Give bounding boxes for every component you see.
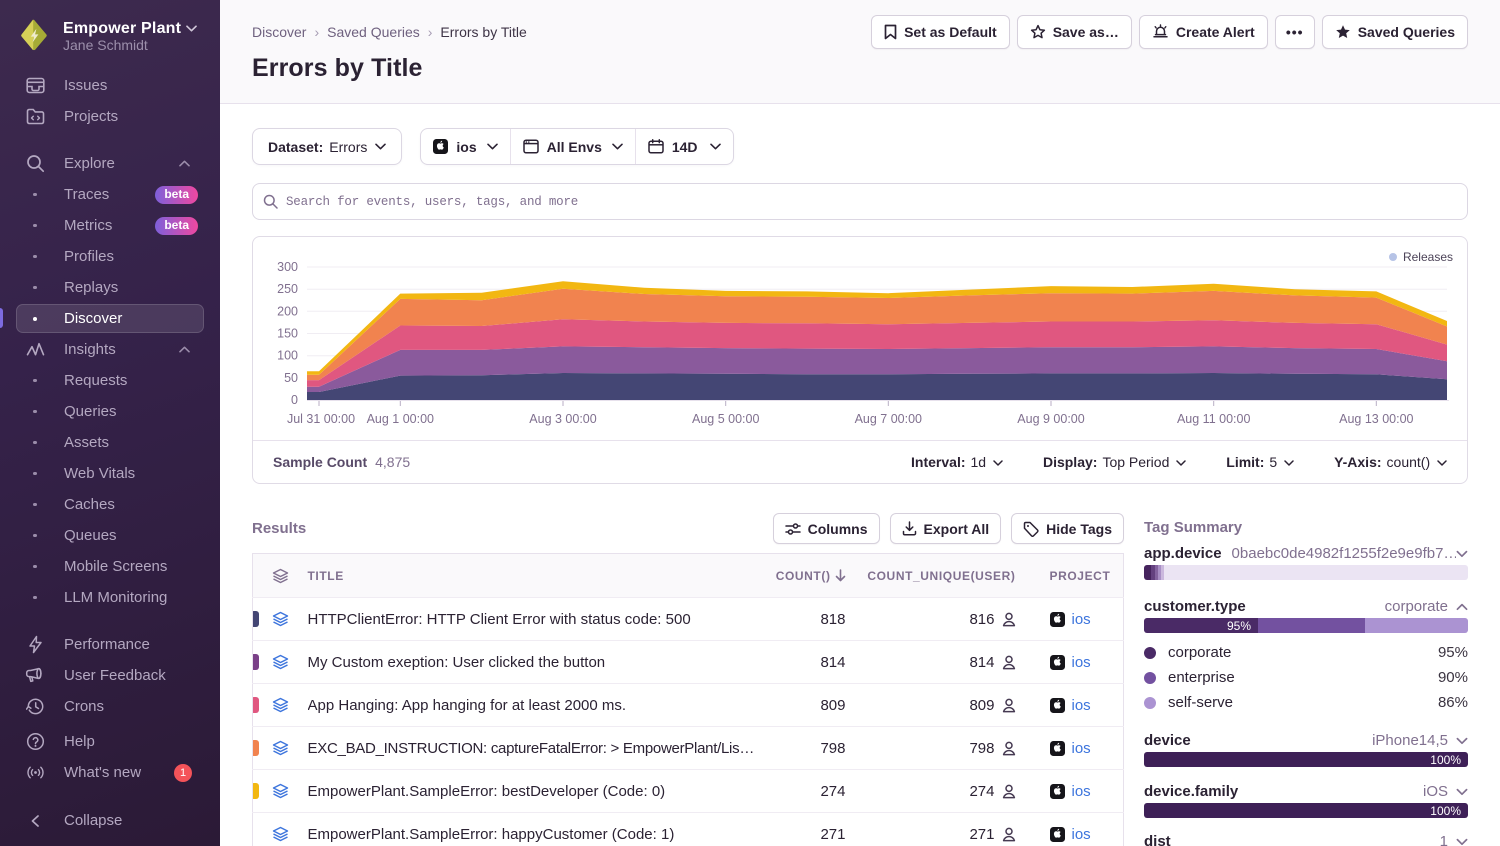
- svg-text:0: 0: [291, 393, 298, 407]
- svg-text:Jul 31 00:00: Jul 31 00:00: [287, 412, 355, 426]
- svg-text:100: 100: [277, 349, 298, 363]
- svg-text:Aug 9 00:00: Aug 9 00:00: [1017, 412, 1084, 426]
- svg-text:150: 150: [277, 327, 298, 341]
- svg-text:Aug 11 00:00: Aug 11 00:00: [1177, 412, 1250, 426]
- svg-text:Aug 13 00:00: Aug 13 00:00: [1339, 412, 1413, 426]
- svg-text:Aug 1 00:00: Aug 1 00:00: [367, 412, 434, 426]
- svg-text:Aug 7 00:00: Aug 7 00:00: [855, 412, 922, 426]
- svg-text:Aug 5 00:00: Aug 5 00:00: [692, 412, 759, 426]
- svg-text:300: 300: [277, 260, 298, 274]
- svg-text:250: 250: [277, 282, 298, 296]
- svg-text:Aug 3 00:00: Aug 3 00:00: [529, 412, 596, 426]
- svg-text:200: 200: [277, 304, 298, 318]
- svg-text:50: 50: [284, 371, 298, 385]
